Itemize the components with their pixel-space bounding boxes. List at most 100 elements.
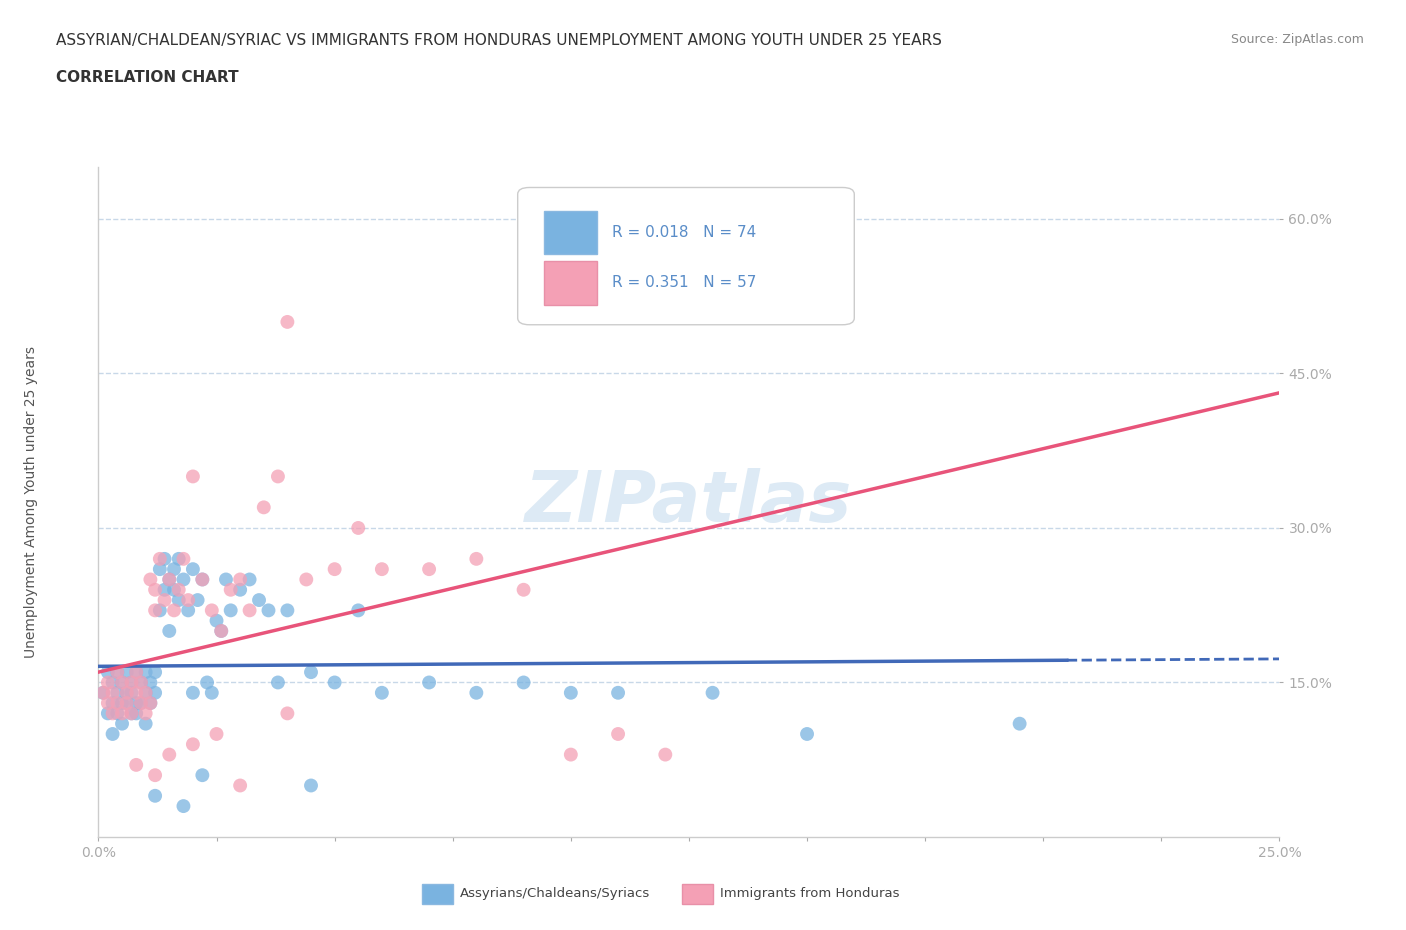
Point <box>299 778 322 793</box>
Point <box>607 726 630 741</box>
Point <box>97 675 120 690</box>
Point <box>201 685 224 700</box>
Point <box>229 778 252 793</box>
Point <box>101 685 124 700</box>
Point <box>139 696 162 711</box>
Point <box>209 623 232 638</box>
Point <box>121 706 143 721</box>
Text: R = 0.018   N = 74: R = 0.018 N = 74 <box>612 225 756 240</box>
Point <box>163 603 186 618</box>
Point <box>135 665 157 680</box>
Point <box>172 572 194 587</box>
Point <box>201 603 224 618</box>
Point <box>121 675 143 690</box>
Point <box>157 572 180 587</box>
Point <box>229 572 252 587</box>
Point <box>91 685 114 700</box>
Point <box>121 706 143 721</box>
Point <box>267 469 290 484</box>
Text: Assyrians/Chaldeans/Syriacs: Assyrians/Chaldeans/Syriacs <box>460 887 650 900</box>
Point <box>299 665 322 680</box>
Point <box>512 582 534 597</box>
Point <box>253 500 276 515</box>
Point <box>560 685 582 700</box>
Point <box>157 572 180 587</box>
Point <box>167 551 190 566</box>
Point <box>205 613 228 628</box>
Point <box>111 716 134 731</box>
Point <box>215 572 238 587</box>
Point <box>129 696 152 711</box>
Point <box>191 572 214 587</box>
Point <box>163 562 186 577</box>
Point <box>512 675 534 690</box>
Point <box>125 706 148 721</box>
Point <box>135 716 157 731</box>
Point <box>323 675 346 690</box>
Point <box>111 696 134 711</box>
Point <box>153 582 176 597</box>
Point <box>157 747 180 762</box>
Point <box>167 582 190 597</box>
Point <box>139 572 162 587</box>
Point <box>91 685 114 700</box>
Point <box>105 665 128 680</box>
Point <box>143 789 166 804</box>
Point <box>347 521 370 536</box>
Text: Source: ZipAtlas.com: Source: ZipAtlas.com <box>1230 33 1364 46</box>
Point <box>97 706 120 721</box>
Point <box>172 799 194 814</box>
Point <box>418 562 440 577</box>
Point <box>149 551 172 566</box>
Point <box>1008 716 1031 731</box>
Point <box>195 675 218 690</box>
Point <box>607 685 630 700</box>
Point <box>129 675 152 690</box>
Point <box>143 685 166 700</box>
Point <box>187 592 209 607</box>
Point <box>115 696 138 711</box>
Point <box>654 747 676 762</box>
Point <box>181 685 204 700</box>
Point <box>276 706 298 721</box>
Point <box>105 706 128 721</box>
Point <box>105 696 128 711</box>
Text: Unemployment Among Youth under 25 years: Unemployment Among Youth under 25 years <box>24 346 38 658</box>
Point <box>101 675 124 690</box>
Point <box>129 696 152 711</box>
Text: R = 0.351   N = 57: R = 0.351 N = 57 <box>612 275 756 290</box>
Point <box>219 603 242 618</box>
Point <box>125 757 148 772</box>
Point <box>143 768 166 783</box>
Text: ASSYRIAN/CHALDEAN/SYRIAC VS IMMIGRANTS FROM HONDURAS UNEMPLOYMENT AMONG YOUTH UN: ASSYRIAN/CHALDEAN/SYRIAC VS IMMIGRANTS F… <box>56 33 942 47</box>
Bar <box>544 261 596 305</box>
Text: CORRELATION CHART: CORRELATION CHART <box>56 70 239 85</box>
Point <box>111 675 134 690</box>
Point <box>143 665 166 680</box>
Point <box>115 685 138 700</box>
Point <box>229 582 252 597</box>
Point <box>167 592 190 607</box>
Point <box>125 665 148 680</box>
Point <box>257 603 280 618</box>
Point <box>135 685 157 700</box>
Point <box>105 685 128 700</box>
Point <box>219 582 242 597</box>
Point <box>121 685 143 700</box>
Point <box>209 623 232 638</box>
Point <box>149 603 172 618</box>
Bar <box>544 211 596 255</box>
Point <box>115 696 138 711</box>
Point <box>347 603 370 618</box>
Point <box>163 582 186 597</box>
Point <box>153 592 176 607</box>
Point <box>129 675 152 690</box>
Point <box>191 768 214 783</box>
Point <box>153 551 176 566</box>
Point <box>702 685 724 700</box>
Point <box>101 706 124 721</box>
Point <box>465 685 488 700</box>
Point <box>101 696 124 711</box>
Point <box>157 623 180 638</box>
Point <box>143 582 166 597</box>
